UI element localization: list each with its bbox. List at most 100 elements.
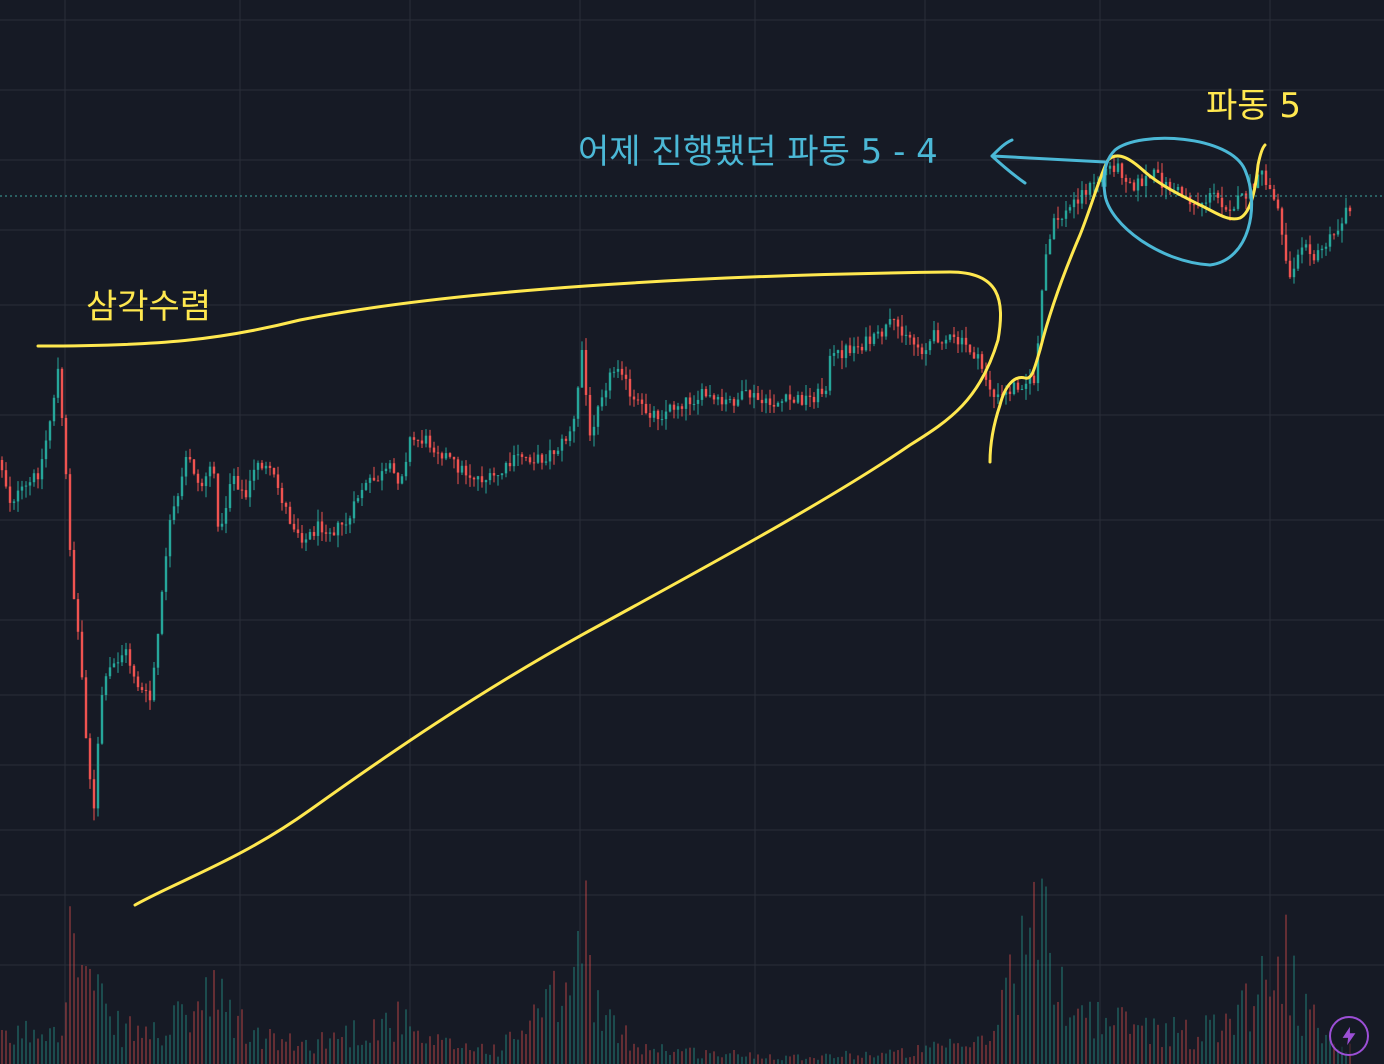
candle-body [1132, 182, 1136, 191]
candle-body [736, 399, 740, 406]
volume-bar [1301, 1035, 1303, 1064]
candle-body [624, 374, 628, 379]
candle-body [772, 404, 776, 407]
volume-bar [1133, 1024, 1135, 1064]
candle-body [540, 454, 544, 463]
volume-bar [849, 1053, 851, 1064]
candle-body [1020, 388, 1024, 390]
volume-bar [441, 1039, 443, 1064]
candle-body [56, 368, 60, 398]
candle-body [812, 396, 816, 403]
volume-bar [1149, 1044, 1151, 1064]
volume-bar [1021, 915, 1023, 1064]
candle-body [124, 649, 128, 656]
candle-body [108, 667, 112, 677]
candle-body [820, 388, 824, 394]
volume-bar [57, 1042, 59, 1064]
candle-body [604, 390, 608, 398]
volume-bar [825, 1053, 827, 1064]
candle-body [460, 465, 464, 473]
candle-body [1336, 230, 1340, 235]
volume-bar [89, 968, 91, 1064]
volume-bar [589, 955, 591, 1064]
candle-body [844, 345, 848, 359]
volume-bar [1277, 956, 1279, 1064]
volume-bar [329, 1038, 331, 1064]
volume-bar [1137, 1025, 1139, 1064]
candle-body [304, 539, 308, 543]
candle-body [412, 437, 416, 440]
volume-bar [197, 1001, 199, 1064]
volume-bar [1245, 983, 1247, 1064]
volume-bar [1317, 1027, 1319, 1064]
volume-bar [217, 1009, 219, 1064]
volume-bar [1061, 966, 1063, 1064]
candle-body [936, 330, 940, 343]
volume-bar [149, 1039, 151, 1064]
candle-body [252, 469, 256, 481]
candle-body [532, 462, 536, 464]
volume-bar [305, 1039, 307, 1064]
volume-bar [101, 983, 103, 1064]
volume-layer [1, 878, 1351, 1064]
volume-bar [1069, 1017, 1071, 1064]
volume-bar [333, 1032, 335, 1064]
candle-body [220, 523, 224, 527]
volume-bar [897, 1050, 899, 1064]
volume-bar [325, 1048, 327, 1064]
candle-body [976, 354, 980, 359]
volume-bar [769, 1054, 771, 1064]
candle-body [952, 334, 956, 338]
volume-bar [605, 1015, 607, 1064]
volume-bar [1249, 1031, 1251, 1064]
volume-bar [745, 1056, 747, 1064]
volume-bar [613, 1015, 615, 1064]
volume-bar [105, 1003, 107, 1064]
flash-button[interactable] [1329, 1016, 1369, 1056]
annotation-layer: 삼각수렴 파동 5 어제 진행됐던 파동 5 - 4 [36, 86, 1301, 907]
candle-body [200, 482, 204, 487]
candle-body [284, 502, 288, 507]
volume-bar [1337, 1049, 1339, 1064]
volume-bar [497, 1056, 499, 1064]
candle-body [32, 473, 36, 483]
volume-bar [757, 1054, 759, 1064]
candle-body [1136, 178, 1140, 191]
candle-body [1164, 181, 1168, 188]
candle-body [876, 331, 880, 334]
volume-bar [1297, 1025, 1299, 1064]
volume-bar [257, 1027, 259, 1064]
volume-bar [437, 1034, 439, 1064]
volume-bar [989, 1041, 991, 1064]
volume-bar [1005, 977, 1007, 1064]
candle-body [608, 372, 612, 391]
volume-bar [741, 1056, 743, 1064]
candle-body [292, 523, 296, 530]
volume-bar [813, 1058, 815, 1064]
candle-body [908, 334, 912, 338]
candle-body [592, 426, 596, 436]
candle-body [1076, 199, 1080, 204]
volume-bar [493, 1044, 495, 1064]
volume-bar [245, 1043, 247, 1064]
candle-body [804, 395, 808, 405]
volume-bar [781, 1060, 783, 1064]
volume-bar [929, 1047, 931, 1064]
candle-body [760, 399, 764, 404]
candle-body [176, 496, 180, 507]
volume-bar [389, 1028, 391, 1064]
candle-body [1072, 199, 1076, 208]
volume-bar [961, 1046, 963, 1064]
volume-bar [393, 1041, 395, 1064]
candle-body [836, 350, 840, 354]
volume-bar [169, 1034, 171, 1064]
candle-body [392, 463, 396, 473]
candle-body [724, 399, 728, 405]
volume-bar [409, 1026, 411, 1064]
volume-bar [137, 1025, 139, 1064]
volume-bar [489, 1054, 491, 1064]
volume-bar [1113, 1025, 1115, 1064]
volume-bar [133, 1040, 135, 1064]
